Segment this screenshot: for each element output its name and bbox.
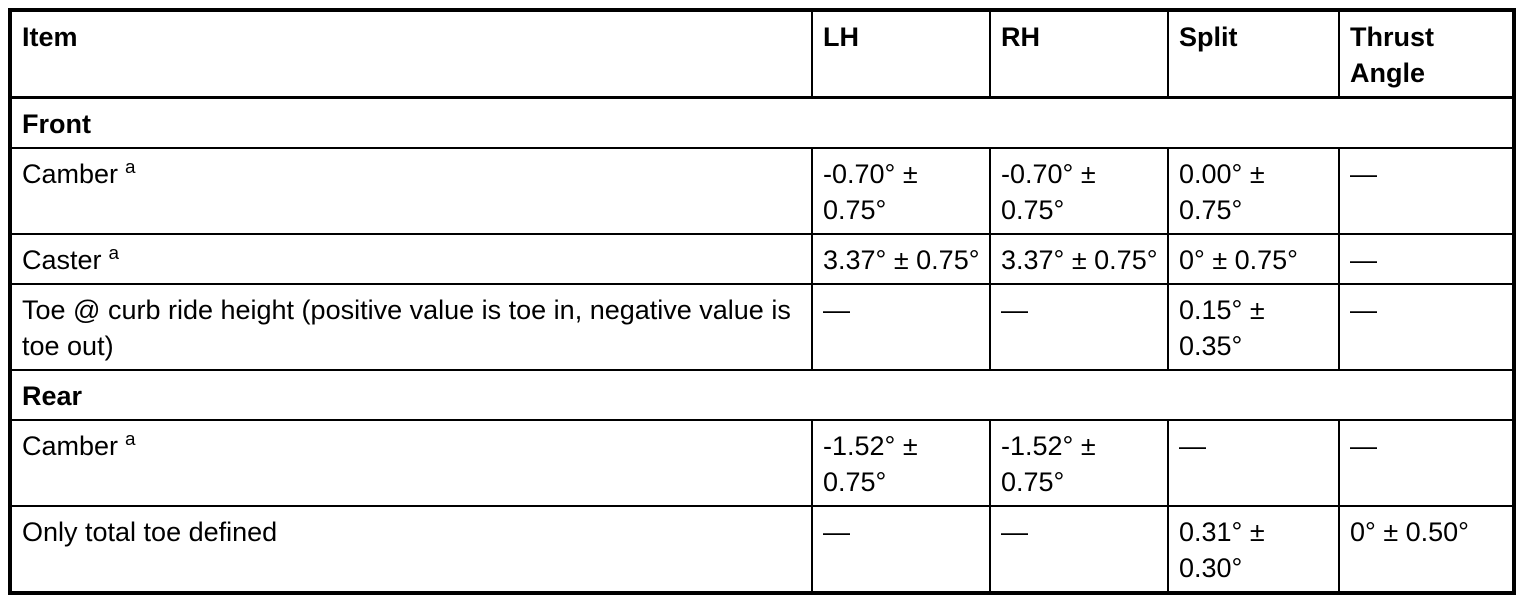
cell-lh: 3.37° ± 0.75° [811,233,991,285]
item-label: Caster [22,245,102,275]
cell-item: Camber a [9,419,813,507]
cell-split: 0° ± 0.75° [1167,233,1340,285]
section-row-front: Front [9,96,1515,149]
cell-thrust: — [1338,147,1515,235]
item-label: Toe @ curb ride height (positive value i… [22,295,791,361]
col-header-rh: RH [989,9,1169,99]
cell-thrust: — [1338,419,1515,507]
col-header-thrust-angle: Thrust Angle [1338,9,1515,99]
cell-item: Camber a [9,147,813,235]
col-header-item: Item [9,9,813,99]
cell-lh: -0.70° ± 0.75° [811,147,991,235]
item-label: Camber [22,159,119,189]
cell-rh: 3.37° ± 0.75° [989,233,1169,285]
row-rear-camber: Camber a -1.52° ± 0.75° -1.52° ± 0.75° — … [9,419,1515,507]
cell-split: 0.00° ± 0.75° [1167,147,1340,235]
section-row-rear: Rear [9,369,1515,421]
alignment-specifications-page: Item LH RH Split Thrust Angle Front Camb… [8,8,1516,595]
cell-split: 0.15° ± 0.35° [1167,283,1340,371]
col-header-split: Split [1167,9,1340,99]
cell-lh: — [811,283,991,371]
cell-item: Toe @ curb ride height (positive value i… [9,283,813,371]
footnote-marker: a [125,429,136,450]
item-label: Camber [22,431,119,461]
cell-item: Caster a [9,233,813,285]
header-row: Item LH RH Split Thrust Angle [9,9,1515,99]
cell-lh: -1.52° ± 0.75° [811,419,991,507]
row-front-camber: Camber a -0.70° ± 0.75° -0.70° ± 0.75° 0.… [9,147,1515,235]
cell-split: — [1167,419,1340,507]
row-front-caster: Caster a 3.37° ± 0.75° 3.37° ± 0.75° 0° ±… [9,233,1515,285]
section-label-rear: Rear [9,369,1515,421]
row-front-toe: Toe @ curb ride height (positive value i… [9,283,1515,371]
item-label: Only total toe defined [22,517,278,547]
footnote-marker: a [125,157,136,178]
section-label-front: Front [9,96,1515,149]
cell-thrust: — [1338,233,1515,285]
alignment-spec-table: Item LH RH Split Thrust Angle Front Camb… [8,8,1516,595]
col-header-lh: LH [811,9,991,99]
cell-rh: -0.70° ± 0.75° [989,147,1169,235]
cell-rh: — [989,283,1169,371]
cell-rh: -1.52° ± 0.75° [989,419,1169,507]
footnote-marker: a [108,243,120,264]
cell-thrust: — [1338,283,1515,371]
